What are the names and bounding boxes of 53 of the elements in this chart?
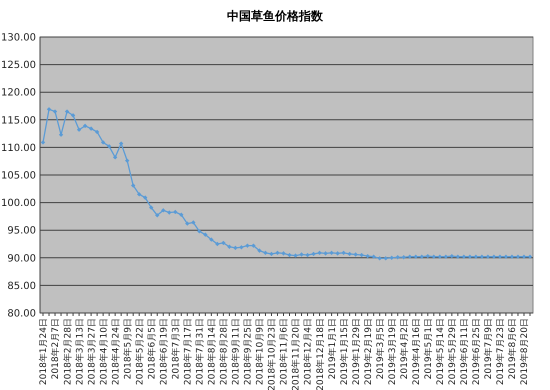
x-tick-label: 2019年5月14日 <box>435 318 446 386</box>
y-tick-label: 80.00 <box>7 308 36 320</box>
x-tick-label: 2019年4月16日 <box>410 318 422 386</box>
x-tick-label: 2019年2月19日 <box>362 318 374 386</box>
x-tick-label: 2019年6月11日 <box>459 318 470 386</box>
x-tick-label: 2019年4月2日 <box>398 318 410 380</box>
x-tick-label: 2018年4月24日 <box>110 318 122 386</box>
y-tick-label: 125.00 <box>1 60 36 72</box>
x-tick-label: 2018年8月14日 <box>206 318 218 386</box>
x-tick-label: 2019年1月15日 <box>338 318 350 386</box>
x-tick-label: 2018年10月23日 <box>266 318 278 390</box>
x-tick-label: 2018年5月9日 <box>122 318 134 380</box>
x-tick-label: 2018年6月5日 <box>146 318 158 380</box>
y-tick-label: 100.00 <box>1 198 36 210</box>
x-tick-label: 2018年12月18日 <box>314 318 326 390</box>
y-tick-label: 95.00 <box>7 226 36 237</box>
x-tick-label: 2019年3月19日 <box>386 318 398 386</box>
x-tick-label: 2018年11月6日 <box>278 318 290 386</box>
x-tick-label: 2018年7月3日 <box>170 318 182 380</box>
x-tick-label: 2019年8月20日 <box>519 318 530 386</box>
x-tick-label: 2019年1月1日 <box>326 318 338 380</box>
x-tick-label: 2018年1月24日 <box>38 318 50 386</box>
x-tick-label: 2018年2月7日 <box>50 318 62 380</box>
x-tick-label: 2019年3月5日 <box>374 318 386 380</box>
y-tick-label: 90.00 <box>7 253 36 264</box>
x-tick-label: 2019年5月29日 <box>447 318 458 386</box>
x-tick-label: 2018年11月20日 <box>290 318 302 390</box>
x-tick-label: 2018年2月28日 <box>62 318 74 386</box>
x-tick-label: 2019年8月6日 <box>507 318 518 380</box>
x-tick-label: 2018年7月17日 <box>182 318 194 386</box>
x-tick-label: 2018年9月25日 <box>242 318 254 386</box>
x-tick-label: 2019年6月25日 <box>471 318 482 386</box>
y-tick-label: 105.00 <box>1 170 36 182</box>
x-tick-label: 2018年6月19日 <box>158 318 170 386</box>
x-tick-label: 2019年1月29日 <box>350 318 362 386</box>
x-tick-label: 2019年5月1日 <box>422 318 434 380</box>
x-tick-label: 2018年4月10日 <box>98 318 110 386</box>
x-tick-label: 2018年3月27日 <box>86 318 98 386</box>
y-tick-label: 115.00 <box>1 115 36 126</box>
x-tick-label: 2018年7月31日 <box>194 318 206 386</box>
x-tick-label: 2018年10月9日 <box>254 318 266 386</box>
y-tick-label: 130.00 <box>1 32 36 44</box>
x-tick-label: 2018年9月11日 <box>230 318 242 386</box>
x-tick-label: 2018年5月22日 <box>134 318 146 386</box>
x-tick-label: 2018年12月4日 <box>302 318 314 386</box>
x-tick-label: 2019年7月23日 <box>495 318 506 386</box>
y-tick-label: 110.00 <box>1 142 36 154</box>
x-tick-label: 2018年3月13日 <box>74 318 86 386</box>
x-tick-label: 2018年8月28日 <box>218 318 230 386</box>
chart-title: 中国草鱼价格指数 <box>227 9 324 23</box>
y-tick-label: 120.00 <box>1 88 36 99</box>
y-tick-label: 85.00 <box>7 280 36 292</box>
x-tick-label: 2019年7月9日 <box>483 318 494 380</box>
